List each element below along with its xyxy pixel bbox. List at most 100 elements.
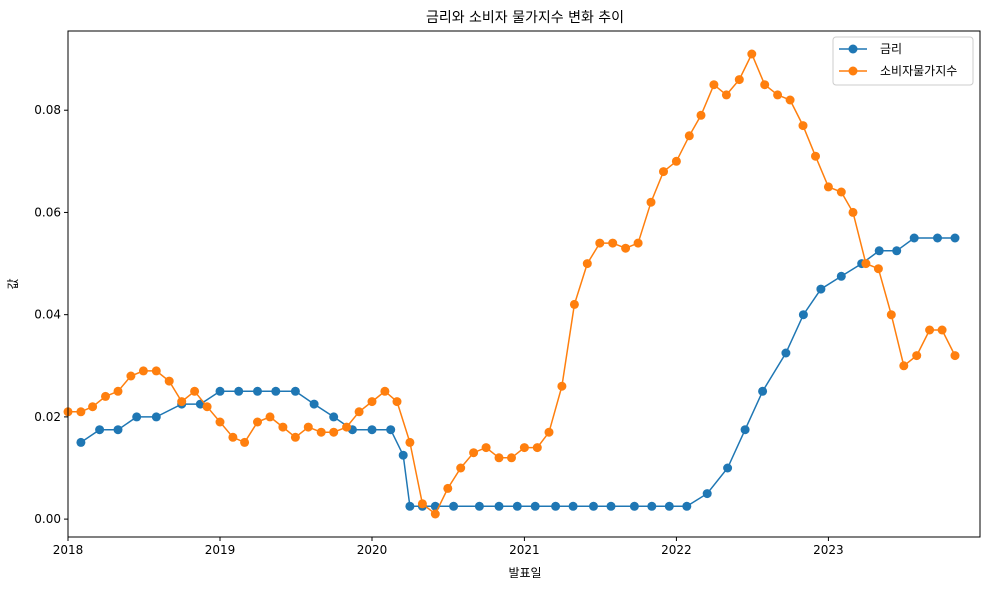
- legend-label-cpi: 소비자물가지수: [880, 64, 957, 78]
- data-point-cpi: [950, 351, 960, 361]
- data-point-rate: [253, 386, 262, 396]
- data-point-rate: [702, 489, 712, 499]
- x-axis-label: 발표일: [508, 566, 541, 580]
- x-tick-label: 2020: [357, 543, 388, 557]
- data-point-cpi: [886, 310, 896, 320]
- data-point-cpi: [253, 417, 262, 427]
- data-point-rate: [551, 501, 561, 511]
- data-point-cpi: [608, 238, 618, 248]
- data-point-rate: [386, 425, 396, 435]
- data-point-cpi: [937, 325, 947, 335]
- x-axis: 2018 2019 2020 2021 2022 2023: [53, 537, 844, 557]
- y-tick-label: 0.04: [34, 308, 61, 322]
- data-point-cpi: [671, 156, 681, 166]
- data-point-rate: [606, 501, 616, 511]
- data-point-cpi: [316, 427, 326, 437]
- data-point-cpi: [392, 397, 402, 407]
- data-point-cpi: [785, 95, 795, 105]
- data-point-cpi: [303, 422, 313, 432]
- data-point-cpi: [101, 391, 110, 401]
- data-point-cpi: [823, 182, 833, 192]
- data-point-cpi: [507, 453, 516, 463]
- plot-area: [63, 49, 960, 519]
- data-point-cpi: [430, 509, 440, 519]
- y-tick-label: 0.02: [34, 410, 61, 424]
- series-line-cpi: [68, 52, 956, 516]
- data-point-cpi: [899, 361, 909, 371]
- data-point-cpi: [760, 80, 770, 90]
- data-point-rate: [113, 425, 123, 435]
- data-point-rate: [132, 412, 142, 422]
- data-point-rate: [589, 501, 598, 511]
- data-point-rate: [664, 501, 674, 511]
- data-point-cpi: [138, 366, 148, 376]
- data-point-cpi: [88, 402, 98, 412]
- x-tick-label: 2018: [53, 543, 84, 557]
- data-point-cpi: [76, 407, 86, 417]
- data-point-cpi: [569, 299, 579, 309]
- data-point-cpi: [811, 151, 820, 161]
- data-point-cpi: [696, 110, 706, 120]
- data-point-cpi: [215, 417, 225, 427]
- data-point-rate: [647, 501, 657, 511]
- data-point-cpi: [633, 238, 643, 248]
- data-point-cpi: [329, 427, 339, 437]
- data-point-cpi: [773, 90, 783, 100]
- data-point-cpi: [126, 371, 136, 381]
- data-point-cpi: [456, 463, 466, 473]
- data-point-rate: [405, 501, 415, 511]
- data-point-cpi: [721, 90, 731, 100]
- data-point-cpi: [925, 325, 935, 335]
- legend: 금리 소비자물가지수: [832, 36, 974, 86]
- data-point-rate: [816, 284, 826, 294]
- data-point-rate: [494, 501, 504, 511]
- data-point-cpi: [405, 437, 415, 447]
- x-tick-label: 2021: [509, 543, 540, 557]
- data-point-cpi: [734, 75, 744, 85]
- data-point-cpi: [177, 397, 187, 407]
- data-point-cpi: [684, 131, 694, 141]
- data-point-cpi: [519, 443, 529, 453]
- y-axis: 0.00 0.02 0.04 0.06 0.08: [34, 103, 68, 526]
- data-point-cpi: [228, 432, 238, 442]
- data-point-rate: [629, 501, 639, 511]
- data-point-cpi: [202, 402, 212, 412]
- data-point-rate: [758, 386, 768, 396]
- data-point-cpi: [481, 443, 491, 453]
- data-point-cpi: [113, 386, 123, 396]
- data-point-rate: [909, 233, 919, 243]
- data-point-rate: [398, 450, 408, 460]
- y-axis-label: 값: [6, 278, 20, 289]
- data-point-cpi: [582, 259, 592, 269]
- data-point-cpi: [709, 80, 719, 90]
- data-point-cpi: [836, 187, 846, 197]
- data-point-cpi: [367, 397, 377, 407]
- data-point-rate: [449, 501, 459, 511]
- data-point-cpi: [912, 351, 922, 361]
- data-point-cpi: [544, 427, 554, 437]
- data-point-rate: [151, 412, 161, 422]
- data-point-rate: [530, 501, 540, 511]
- data-point-rate: [798, 310, 808, 320]
- data-point-rate: [836, 271, 846, 281]
- data-point-rate: [290, 386, 300, 396]
- chart-title: 금리와 소비자 물가지수 변화 추이: [426, 10, 624, 26]
- data-point-rate: [271, 386, 281, 396]
- data-point-rate: [568, 501, 578, 511]
- data-point-cpi: [595, 238, 605, 248]
- data-point-cpi: [417, 499, 427, 509]
- data-point-cpi: [354, 407, 364, 417]
- data-point-rate: [682, 501, 692, 511]
- data-point-cpi: [151, 366, 161, 376]
- legend-marker-rate: [848, 44, 858, 54]
- x-tick-label: 2022: [661, 543, 692, 557]
- x-tick-label: 2023: [813, 543, 844, 557]
- data-point-rate: [781, 348, 791, 358]
- data-point-rate: [874, 246, 884, 256]
- data-point-cpi: [557, 381, 567, 391]
- data-point-cpi: [469, 448, 479, 458]
- data-point-rate: [723, 463, 733, 473]
- data-point-cpi: [278, 422, 288, 432]
- data-point-cpi: [646, 197, 656, 207]
